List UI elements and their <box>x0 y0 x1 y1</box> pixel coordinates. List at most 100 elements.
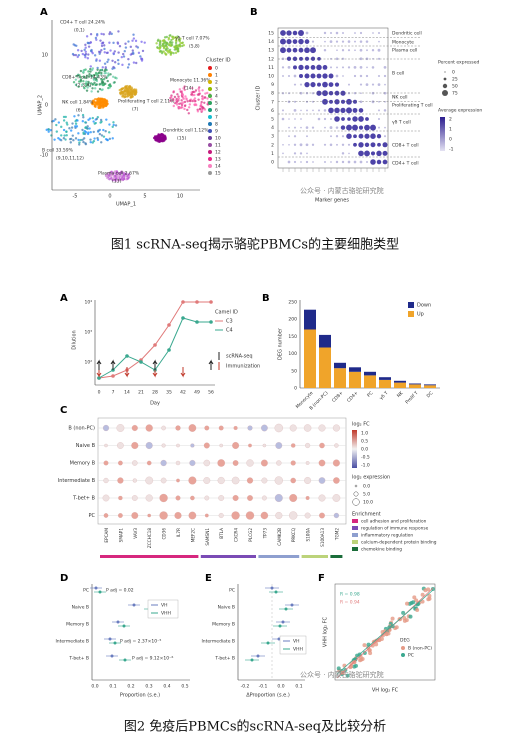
umap-point <box>123 50 126 53</box>
umap-point <box>141 49 145 53</box>
gene-label: S100A13 <box>320 528 325 547</box>
point <box>122 624 126 628</box>
dot <box>288 126 290 129</box>
dot <box>371 66 375 69</box>
dot <box>292 30 298 36</box>
umap-point <box>91 116 94 120</box>
umap-point <box>182 44 186 47</box>
dot <box>204 495 210 501</box>
dot <box>377 109 381 112</box>
dot <box>316 64 322 71</box>
dot <box>305 160 309 164</box>
dot <box>346 133 352 139</box>
dot <box>300 161 302 163</box>
umap-point <box>130 91 134 94</box>
bar-up <box>424 385 436 388</box>
legend-item: -0.5 <box>361 455 370 461</box>
bar-down <box>409 383 421 385</box>
umap-point <box>143 41 146 44</box>
dot <box>232 442 240 449</box>
umap-point <box>77 138 80 142</box>
umap-point <box>102 135 106 138</box>
point <box>360 657 365 662</box>
dot <box>370 142 376 148</box>
dot <box>310 65 316 70</box>
bar-down <box>349 367 361 372</box>
legend-item: 13 <box>215 157 221 163</box>
umap-point <box>183 88 186 92</box>
tick-label: 0.4 <box>163 684 170 690</box>
legend-swatch <box>208 87 212 91</box>
dot <box>292 39 298 44</box>
dot <box>298 47 304 53</box>
dot <box>233 426 238 430</box>
gene-label: TGM2 <box>334 528 339 541</box>
dot <box>359 31 363 35</box>
dot <box>160 477 167 484</box>
umap-point <box>112 52 115 55</box>
point <box>110 654 114 658</box>
line-point <box>139 360 143 364</box>
umap-point <box>187 112 191 115</box>
tick-label: 7 <box>271 99 274 105</box>
dot <box>286 39 292 45</box>
dot <box>304 65 310 70</box>
dot <box>203 442 210 449</box>
dot <box>371 100 375 104</box>
legend-swatch <box>208 94 212 98</box>
tick-label: 0.1 <box>295 684 302 690</box>
umap-point <box>62 136 66 140</box>
dot <box>304 39 310 44</box>
dot <box>364 124 370 131</box>
umap-point <box>93 105 97 108</box>
dot <box>217 459 225 467</box>
legend-swatch <box>408 302 414 308</box>
point <box>284 607 288 611</box>
legend-item: -1.0 <box>361 463 370 469</box>
dot <box>103 513 109 518</box>
umap-point <box>69 137 73 141</box>
umap-point <box>162 136 166 139</box>
umap-point <box>111 59 114 62</box>
umap-point <box>100 44 104 48</box>
umap-point <box>117 177 120 180</box>
umap-point <box>117 179 120 182</box>
dot <box>190 495 195 501</box>
dot <box>274 494 283 502</box>
umap-point <box>156 46 159 49</box>
legend-item: Immunization <box>226 364 260 370</box>
dot <box>304 512 311 519</box>
gene-label: ZCCHC18 <box>147 528 152 548</box>
umap-point <box>52 119 55 123</box>
cluster-ids: (6) <box>76 108 83 114</box>
legend-item: PC <box>408 653 414 659</box>
legend-dot <box>444 71 446 73</box>
gene-label: IL7R <box>176 528 181 537</box>
dot <box>328 82 334 87</box>
gene-label: VAV3 <box>133 528 138 539</box>
umap-point <box>197 87 200 91</box>
umap-point <box>110 32 113 36</box>
dot <box>354 40 356 43</box>
dot <box>287 100 291 104</box>
dot <box>364 150 370 157</box>
umap-point <box>132 33 135 36</box>
dot <box>377 48 381 52</box>
umap-point <box>131 39 134 42</box>
dot <box>190 443 195 448</box>
umap-point <box>105 100 108 103</box>
umap-point <box>94 71 98 75</box>
umap-point <box>188 103 192 106</box>
umap-point <box>97 103 101 107</box>
dot <box>318 424 326 432</box>
dot <box>176 443 180 448</box>
dot <box>298 38 304 45</box>
umap-point <box>72 43 75 46</box>
dot <box>353 74 357 78</box>
umap-point <box>96 90 100 93</box>
tick-label: 200 <box>288 317 297 323</box>
point <box>116 620 120 624</box>
dot <box>298 30 304 36</box>
bar-down <box>334 362 346 369</box>
